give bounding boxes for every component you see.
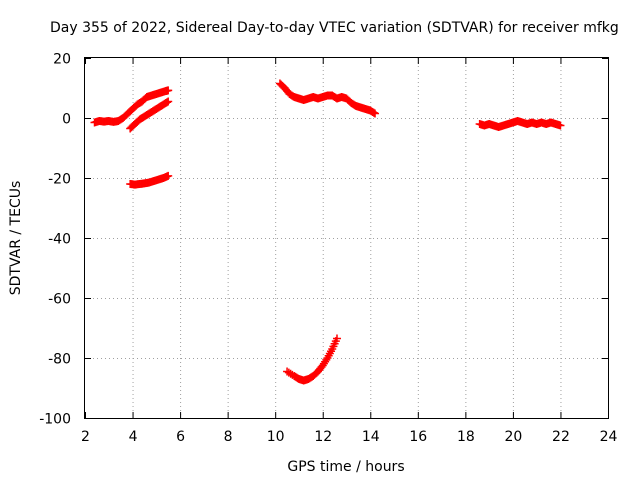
data-point [322,355,331,364]
series-arc-4 [275,79,380,118]
grid-lines [85,58,608,418]
data-point [164,97,173,106]
data-point [164,86,173,95]
series-arc-1 [90,86,173,127]
y-tick-label: -20 [48,172,71,188]
y-tick-label: -80 [48,352,71,368]
plot-frame [84,57,609,419]
x-tick-label: 18 [457,429,475,445]
x-tick-label: 8 [224,429,233,445]
series-arc-2 [126,97,173,133]
y-axis-label: SDTVAR / TECUs [8,181,24,296]
x-tick-label: 14 [362,429,380,445]
series-arc-6 [475,117,565,131]
y-tick-label: -100 [39,412,71,428]
x-tick-label: 24 [600,429,618,445]
x-tick-label: 20 [504,429,522,445]
series-arc-5 [283,334,341,385]
y-tick-labels: -100 -80 -60 -40 -20 0 20 [39,52,71,428]
x-tick-label: 4 [129,429,138,445]
data-points [90,79,565,385]
y-tick-label: -60 [48,292,71,308]
x-tick-label: 16 [409,429,427,445]
x-tick-label: 22 [552,429,570,445]
x-tick-label: 2 [81,429,90,445]
data-point [556,121,565,130]
x-tick-label: 12 [314,429,332,445]
y-tick-label: -40 [48,232,71,248]
x-axis-label: GPS time / hours [287,459,404,475]
x-tick-label: 6 [176,429,185,445]
data-point [332,334,341,343]
x-tick-labels: 2 4 6 8 10 12 14 16 18 20 22 24 [81,429,617,445]
data-point [164,171,173,180]
data-point [371,109,380,118]
x-tick-label: 10 [267,429,285,445]
chart-title: Day 355 of 2022, Sidereal Day-to-day VTE… [50,20,619,36]
series-arc-3 [126,171,173,189]
axis-ticks [85,58,609,419]
y-tick-label: 0 [62,112,71,128]
y-tick-label: 20 [53,52,71,68]
